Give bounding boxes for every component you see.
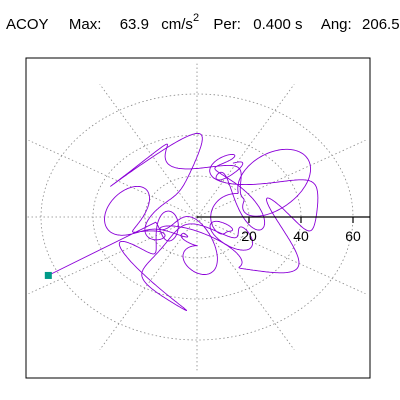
max-unit-exponent: 2: [192, 12, 200, 24]
grid-spoke-300: [196, 216, 295, 351]
max-label: Max:: [68, 16, 102, 33]
radial-tick-labels: 20 40 60: [241, 228, 361, 244]
channel-name: ACOY: [6, 16, 49, 33]
grid-spoke-150: [28, 139, 198, 218]
radial-tick-label-20: 20: [241, 228, 257, 244]
radial-tick-label-40: 40: [293, 228, 309, 244]
max-point-marker: [44, 271, 52, 279]
period-value: 0.400 s: [253, 16, 303, 33]
max-marker-group: [44, 271, 52, 279]
chart-header: ACOY Max: 63.9 cm/s2 Per: 0.400 s Ang: 2…: [6, 12, 400, 33]
period-label: Per:: [213, 16, 241, 33]
grid-spoke-330: [196, 216, 366, 295]
grid-spoke-30: [196, 139, 366, 218]
max-unit: cm/s: [161, 16, 193, 33]
grid-spoke-60: [196, 83, 295, 218]
radial-tick-label-60: 60: [345, 228, 361, 244]
orbit-trace: [48, 132, 319, 311]
grid-spoke-210: [28, 216, 198, 295]
grid-spoke-120: [99, 83, 198, 218]
orbit-trace-group: [48, 132, 319, 311]
angle-value: 206.5: [362, 16, 400, 33]
max-value: 63.9: [119, 16, 149, 33]
angle-label: Ang:: [320, 16, 352, 33]
grid-spoke-240: [99, 216, 198, 351]
radial-axis: [197, 216, 370, 223]
plot-frame: [25, 57, 371, 379]
